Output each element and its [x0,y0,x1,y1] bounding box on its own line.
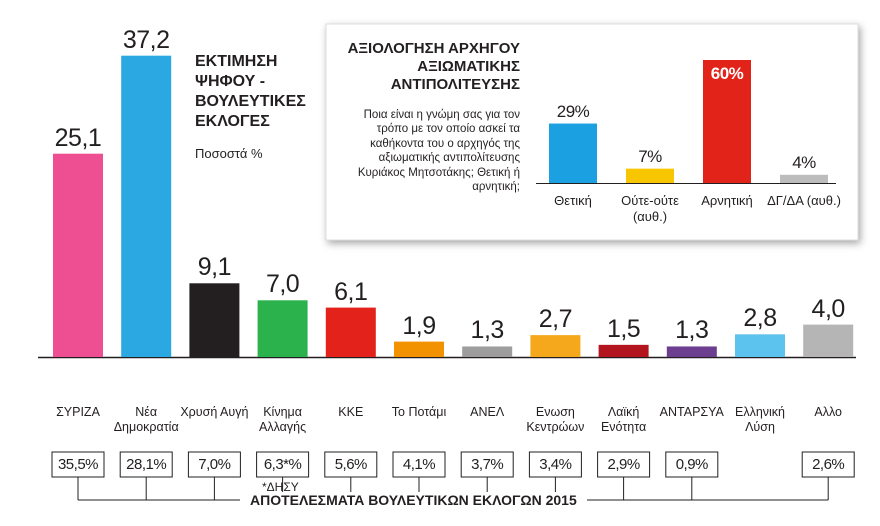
category-label: ΣΥΡΙΖΑ [56,405,100,419]
result-box [119,451,173,478]
result-label: 6,3*% [263,456,302,473]
bar [121,55,172,358]
bar [530,335,581,357]
results-footnote: *ΔΗΣΥ [262,480,299,494]
category-label: ΔΓ/ΔΑ (αυθ.) [767,193,841,208]
category-label: ΚΚΕ [338,405,364,419]
result-label: 0,9% [675,456,709,473]
result-box [51,451,105,478]
category-label: ΑΝΕΛ [470,405,505,419]
inset-title: ΑΞΙΟΛΟΓΗΣΗ ΑΡΧΗΓΟΥ ΑΞΙΩΜΑΤΙΚΗΣ ΑΝΤΙΠΟΛΙΤ… [347,40,520,93]
value-label: 7% [638,146,662,166]
bar [394,341,444,357]
category-label: ΑΝΤΑΡΣΥΑ [659,405,724,419]
bar [462,346,513,357]
value-label: 1,3 [470,316,505,345]
value-label: 6,1 [334,277,368,306]
chart-title: ΕΚΤΙΜΗΣΗ ΨΗΦΟΥ - ΒΟΥΛΕΥΤΙΚΕΣ ΕΚΛΟΓΕΣ [195,53,306,130]
bar [666,346,717,357]
inset-question: Ποια είναι η γνώμη σας για τον τρόπο με … [357,109,520,193]
category-label: Κίνημα Αλλαγής [259,405,307,434]
value-label: 7,0 [265,270,300,299]
category-label: Θετική [554,193,592,208]
category-label: Χρυσή Αυγή [180,405,249,419]
bar [803,324,854,357]
bar [735,334,785,357]
category-label: Ούτε-ούτε (αυθ.) [621,193,679,224]
value-label: 2,7 [538,305,573,334]
result-box [665,451,719,478]
result-label: 7,0% [198,456,231,473]
bar [53,153,103,357]
value-label: 1,3 [675,316,709,345]
value-label: 9,1 [197,253,232,282]
bar [189,283,240,357]
value-label: 25,1 [54,123,102,152]
value-label: 37,2 [122,25,170,54]
category-label: Νέα Δημοκρατία [113,405,179,434]
bar [325,307,376,357]
category-label: Το Ποτάμι [391,405,447,419]
bar [257,300,308,357]
category-label: Ελληνική Λύση [734,405,786,434]
result-label: 2,9% [607,456,640,473]
value-label: 1,9 [402,311,436,340]
bar [780,174,828,183]
result-box [528,451,582,478]
value-label: 2,8 [743,304,777,333]
bar [549,123,597,183]
result-label: 28,1% [126,456,167,473]
category-label: Αρνητική [701,193,753,208]
value-label: 1,5 [606,314,641,343]
result-box [324,451,378,478]
value-label: 4% [792,152,816,172]
bar [626,168,674,183]
result-box [801,451,855,478]
result-label: 3,4% [539,456,572,473]
category-label: Ενωση Κεντρώων [526,405,585,434]
bar [598,344,649,357]
value-label: 29% [556,101,590,121]
value-label: 4,0 [811,294,846,323]
result-box [597,451,651,478]
result-box [460,451,514,478]
result-box [256,451,310,478]
category-label: Λαϊκή Ενότητα [600,405,647,434]
category-label: Αλλο [814,405,842,419]
bar [703,60,751,183]
results-title: ΑΠΟΤΕΛΕΣΜΑΤΑ ΒΟΥΛΕΥΤΙΚΩΝ ΕΚΛΟΓΩΝ 2015 [240,492,587,508]
chart-subtitle: Ποσοστά % [195,146,263,161]
result-label: 5,6% [334,456,368,473]
value-label: 60% [710,64,744,83]
result-label: 35,5% [57,456,99,473]
result-label: 4,1% [402,456,436,473]
result-box [392,451,446,478]
result-label: 2,6% [812,456,845,473]
result-label: 3,7% [471,456,504,473]
